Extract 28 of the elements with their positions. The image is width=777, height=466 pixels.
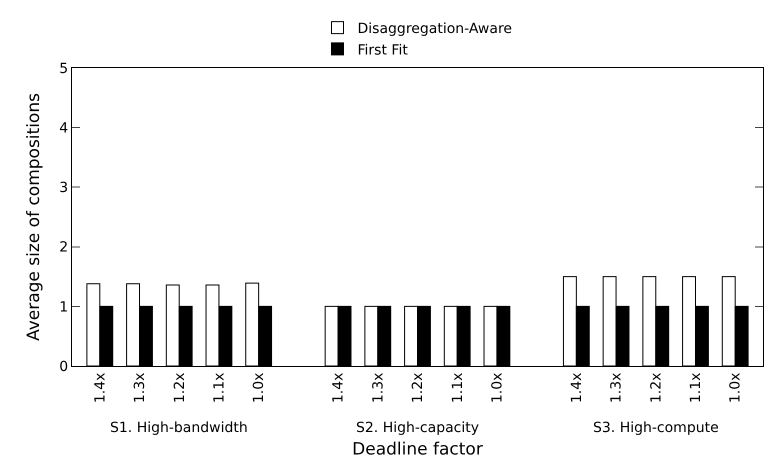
y-tick-label: 1: [59, 299, 68, 316]
y-tick-label: 3: [59, 180, 68, 196]
x-tick-label: 1.1x: [688, 372, 704, 404]
x-tick-label: 1.2x: [172, 372, 188, 404]
y-tick-label: 2: [59, 240, 68, 256]
x-tick-label: 1.0x: [251, 372, 268, 404]
x-tick-label: 1.1x: [450, 372, 466, 404]
text: S3. High-compute: [593, 420, 719, 436]
y-tick-label: 0: [59, 358, 68, 375]
y-tick-label: 4: [59, 120, 68, 136]
legend-label: Disaggregation-Aware: [358, 21, 512, 38]
x-tick-label: 1.0x: [489, 372, 506, 404]
x-tick-label: 1.3x: [370, 372, 386, 404]
x-tick-label: 1.2x: [410, 372, 426, 404]
x-tick-label: 1.4x: [568, 372, 585, 404]
x-axis-title: Deadline factor: [352, 440, 483, 460]
text: S1. High-bandwidth: [110, 420, 248, 436]
text: S2. High-capacity: [356, 420, 480, 436]
x-tick-label: 1.0x: [728, 372, 744, 404]
y-tick-label: 5: [59, 60, 68, 77]
x-tick-label: 1.2x: [648, 372, 664, 404]
legend-label: First Fit: [358, 42, 408, 58]
x-tick-label: 1.3x: [608, 372, 625, 404]
x-tick-label: 1.1x: [211, 372, 228, 404]
x-tick-label: 1.4x: [92, 372, 108, 404]
x-tick-label: 1.4x: [330, 372, 347, 404]
y-axis-title: Average size of compositions: [24, 92, 44, 341]
x-tick-label: 1.3x: [132, 372, 148, 404]
